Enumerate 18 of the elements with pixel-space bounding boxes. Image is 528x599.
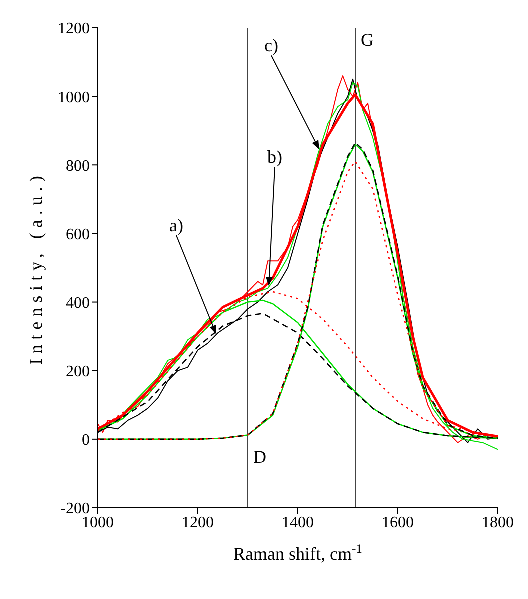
x-tick-label: 1400 [282,514,314,532]
annotation: c) [264,36,278,56]
y-tick-label: 800 [66,158,90,175]
ref-line-label: G [361,30,374,50]
y-tick-label: 1200 [58,20,90,38]
y-tick-label: 200 [66,364,90,381]
ref-line-label: D [254,447,266,467]
y-tick-label: 0 [82,432,90,450]
annotation: a) [170,216,184,236]
annotation: b) [268,147,282,168]
x-tick-label: 1200 [182,514,214,532]
x-tick-label: 1600 [382,514,414,532]
y-tick-label: 400 [66,294,90,312]
y-axis-title: Intensity, (a.u.) [26,171,46,365]
y-tick-label: 1000 [58,89,90,106]
y-tick-label: 600 [66,226,90,244]
x-axis-title: Raman shift, cm$^{-1}$ [234,542,362,564]
x-tick-label: 1800 [482,514,514,532]
